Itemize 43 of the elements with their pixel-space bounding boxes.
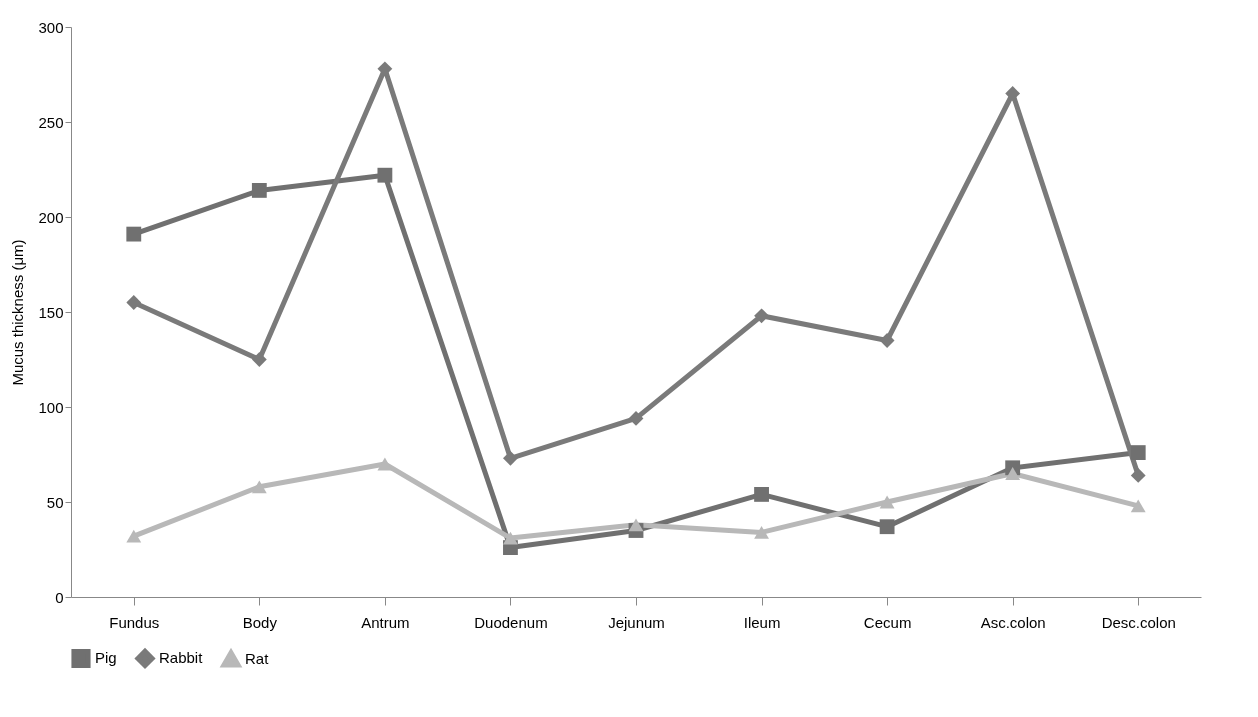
x-tick-label: Antrum [361,613,410,631]
point [251,182,267,198]
point [251,352,267,367]
point [1005,467,1021,480]
point [628,410,644,426]
point [126,226,142,242]
y-tick-label: 200 [38,208,64,226]
point [754,308,769,324]
x-tick-label: Fundus [109,613,160,631]
point [1130,445,1146,461]
point [754,525,769,539]
x-tick-label: Cecum [863,613,912,631]
point [628,518,644,532]
legend-label: Pig [95,649,117,667]
x-tick-label: Duodenum [474,613,548,631]
y-tick-label: 50 [46,493,64,511]
point [251,480,267,494]
point [503,531,518,545]
point [1130,467,1146,483]
point [503,450,518,466]
legend-label: Rabbit [159,649,204,667]
legend-label: Rat [245,649,270,667]
x-tick-label: Desc.colon [1101,613,1176,631]
y-tick-label: 250 [38,113,64,131]
y-tick-label: 300 [38,18,64,36]
x-tick-label: Jejunum [608,613,665,631]
x-tick-label: Body [242,613,278,631]
y-tick-label: 100 [38,398,64,416]
x-tick-label: Asc.colon [980,613,1046,631]
point [754,486,769,502]
point [126,529,142,543]
y-tick-label: 150 [38,303,64,321]
y-axis-title: Mucus thickness (μm) [9,239,27,386]
point [1005,86,1021,101]
point [126,295,142,310]
point [879,333,895,348]
x-tick-label: Ileum [743,613,781,631]
point [377,457,393,471]
point [377,167,393,183]
point [879,495,895,509]
point [879,519,895,535]
y-tick-label: 0 [55,588,64,606]
point [1130,499,1146,513]
